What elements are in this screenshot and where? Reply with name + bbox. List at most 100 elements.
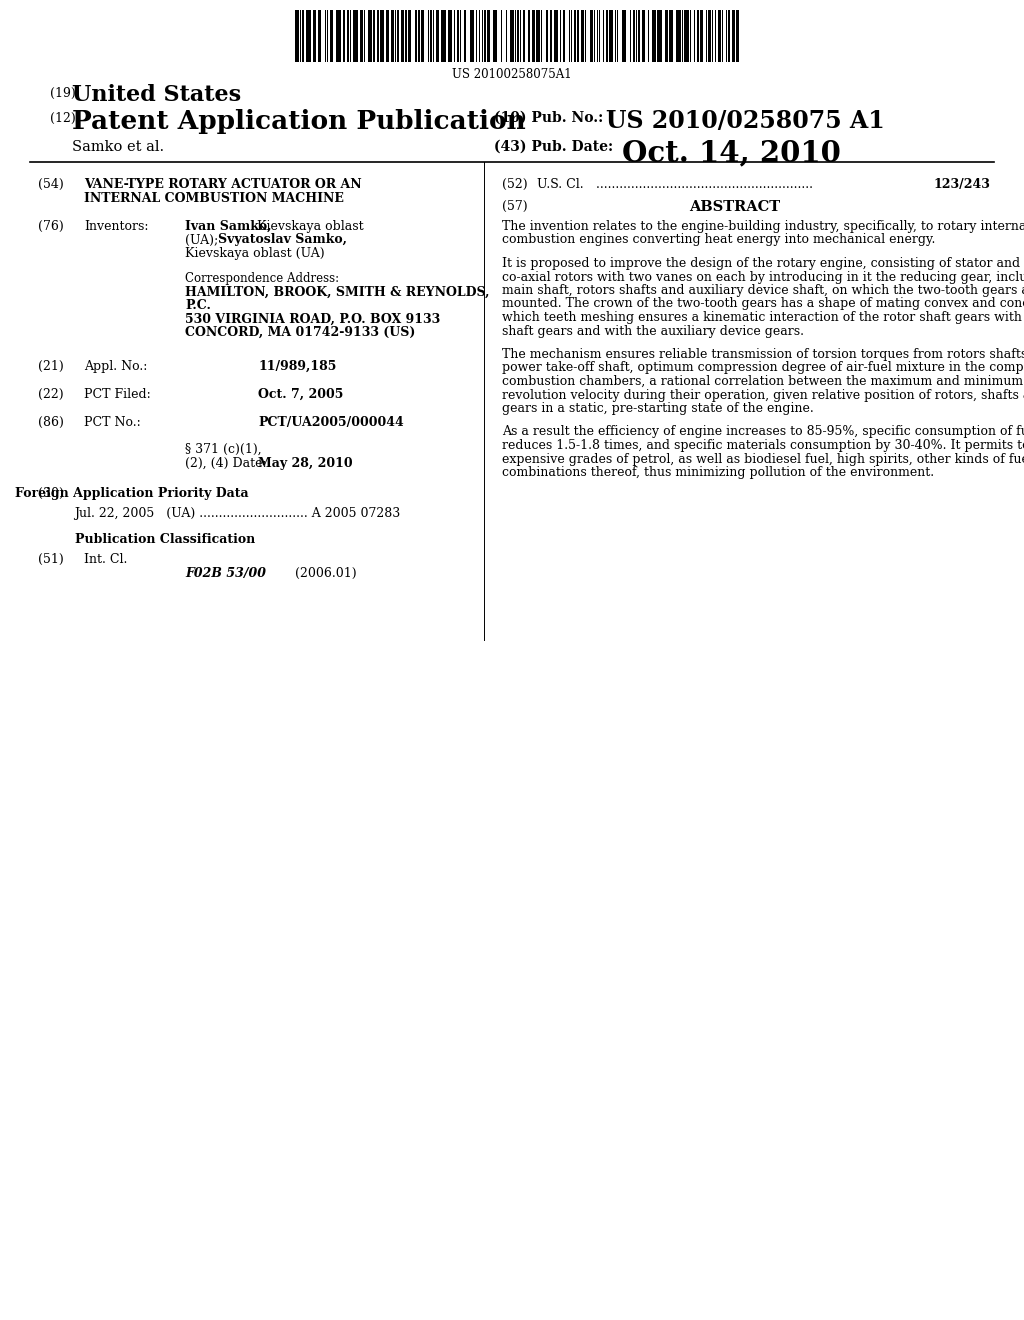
Text: (UA);: (UA); [185, 234, 222, 247]
Bar [718, 11, 721, 62]
Bar [295, 11, 299, 62]
Text: (52): (52) [502, 178, 527, 191]
Bar [457, 11, 459, 62]
Text: (43) Pub. Date:: (43) Pub. Date: [494, 140, 613, 154]
Text: United States: United States [72, 84, 241, 106]
Bar [449, 11, 452, 62]
Bar [657, 11, 662, 62]
Text: Samko et al.: Samko et al. [72, 140, 164, 154]
Bar [302, 11, 304, 62]
Bar [665, 11, 668, 62]
Text: which teeth meshing ensures a kinematic interaction of the rotor shaft gears wit: which teeth meshing ensures a kinematic … [502, 312, 1024, 323]
Text: (2006.01): (2006.01) [295, 566, 356, 579]
Bar [528, 11, 530, 62]
Bar [436, 11, 439, 62]
Bar [642, 11, 645, 62]
Text: Svyatoslav Samko,: Svyatoslav Samko, [218, 234, 347, 247]
Bar [563, 11, 565, 62]
Bar [441, 11, 446, 62]
Text: gears in a static, pre-starting state of the engine.: gears in a static, pre-starting state of… [502, 403, 814, 414]
Bar [546, 11, 548, 62]
Bar [377, 11, 379, 62]
Bar [430, 11, 432, 62]
Text: (22): (22) [38, 388, 63, 401]
Text: Kievskaya oblast: Kievskaya oblast [253, 220, 364, 234]
Text: mounted. The crown of the two-tooth gears has a shape of mating convex and conca: mounted. The crown of the two-tooth gear… [502, 297, 1024, 310]
Text: U.S. Cl.: U.S. Cl. [537, 178, 584, 191]
Text: The invention relates to the engine-building industry, specifically, to rotary i: The invention relates to the engine-buil… [502, 220, 1024, 234]
Bar [464, 11, 466, 62]
Bar [581, 11, 584, 62]
Bar [421, 11, 424, 62]
Bar [700, 11, 703, 62]
Bar [368, 11, 372, 62]
Text: (51): (51) [38, 553, 63, 566]
Bar [532, 11, 535, 62]
Bar [493, 11, 497, 62]
Text: 530 VIRGINIA ROAD, P.O. BOX 9133: 530 VIRGINIA ROAD, P.O. BOX 9133 [185, 313, 440, 326]
Bar [380, 11, 384, 62]
Text: co-axial rotors with two vanes on each by introducing in it the reducing gear, i: co-axial rotors with two vanes on each b… [502, 271, 1024, 284]
Bar [313, 11, 316, 62]
Bar [736, 11, 739, 62]
Text: Int. Cl.: Int. Cl. [84, 553, 127, 566]
Bar [609, 11, 613, 62]
Text: Jul. 22, 2005   (UA) ............................ A 2005 07283: Jul. 22, 2005 (UA) .....................… [74, 507, 400, 520]
Text: May 28, 2010: May 28, 2010 [258, 457, 352, 470]
Bar [510, 11, 514, 62]
Text: Foreign Application Priority Data: Foreign Application Priority Data [15, 487, 249, 500]
Text: Kievskaya oblast (UA): Kievskaya oblast (UA) [185, 247, 325, 260]
Bar [550, 11, 552, 62]
Text: (12): (12) [50, 112, 76, 125]
Bar [638, 11, 640, 62]
Text: (10) Pub. No.:: (10) Pub. No.: [494, 111, 603, 125]
Text: combustion engines converting heat energy into mechanical energy.: combustion engines converting heat energ… [502, 234, 935, 247]
Text: The mechanism ensures reliable transmission of torsion torques from rotors shaft: The mechanism ensures reliable transmiss… [502, 348, 1024, 360]
Bar [536, 11, 540, 62]
Text: Publication Classification: Publication Classification [75, 533, 255, 546]
Text: Inventors:: Inventors: [84, 220, 148, 234]
Bar [347, 11, 349, 62]
Bar [523, 11, 525, 62]
Bar [669, 11, 673, 62]
Bar [708, 11, 711, 62]
Bar [418, 11, 420, 62]
Bar [386, 11, 389, 62]
Text: Ivan Samko,: Ivan Samko, [185, 220, 271, 234]
Bar [622, 11, 626, 62]
Bar [397, 11, 399, 62]
Bar [652, 11, 656, 62]
Bar [574, 11, 575, 62]
Bar [408, 11, 411, 62]
Text: US 2010/0258075 A1: US 2010/0258075 A1 [606, 110, 885, 133]
Text: (30): (30) [38, 487, 63, 500]
Bar [484, 11, 486, 62]
Text: US 20100258075A1: US 20100258075A1 [453, 69, 571, 81]
Text: VANE-TYPE ROTARY ACTUATOR OR AN: VANE-TYPE ROTARY ACTUATOR OR AN [84, 178, 361, 191]
Bar [684, 11, 689, 62]
Bar [732, 11, 735, 62]
Bar [606, 11, 608, 62]
Text: shaft gears and with the auxiliary device gears.: shaft gears and with the auxiliary devic… [502, 325, 804, 338]
Text: 11/989,185: 11/989,185 [258, 360, 336, 374]
Bar [360, 11, 362, 62]
Text: CONCORD, MA 01742-9133 (US): CONCORD, MA 01742-9133 (US) [185, 326, 416, 339]
Bar [517, 11, 519, 62]
Text: (19): (19) [50, 87, 76, 100]
Text: 123/243: 123/243 [933, 178, 990, 191]
Bar [353, 11, 358, 62]
Text: Oct. 7, 2005: Oct. 7, 2005 [258, 388, 343, 401]
Bar [487, 11, 490, 62]
Text: expensive grades of petrol, as well as biodiesel fuel, high spirits, other kinds: expensive grades of petrol, as well as b… [502, 453, 1024, 466]
Text: Patent Application Publication: Patent Application Publication [72, 110, 525, 135]
Text: As a result the efficiency of engine increases to 85-95%, specific consumption o: As a result the efficiency of engine inc… [502, 425, 1024, 438]
Text: combinations thereof, thus minimizing pollution of the environment.: combinations thereof, thus minimizing po… [502, 466, 934, 479]
Text: Oct. 14, 2010: Oct. 14, 2010 [622, 139, 841, 168]
Bar [633, 11, 635, 62]
Text: reduces 1.5-1.8 times, and specific materials consumption by 30-40%. It permits : reduces 1.5-1.8 times, and specific mate… [502, 440, 1024, 451]
Bar [391, 11, 394, 62]
Text: F02B 53/00: F02B 53/00 [185, 566, 266, 579]
Bar [401, 11, 404, 62]
Bar [318, 11, 321, 62]
Text: ........................................................: ........................................… [592, 178, 813, 191]
